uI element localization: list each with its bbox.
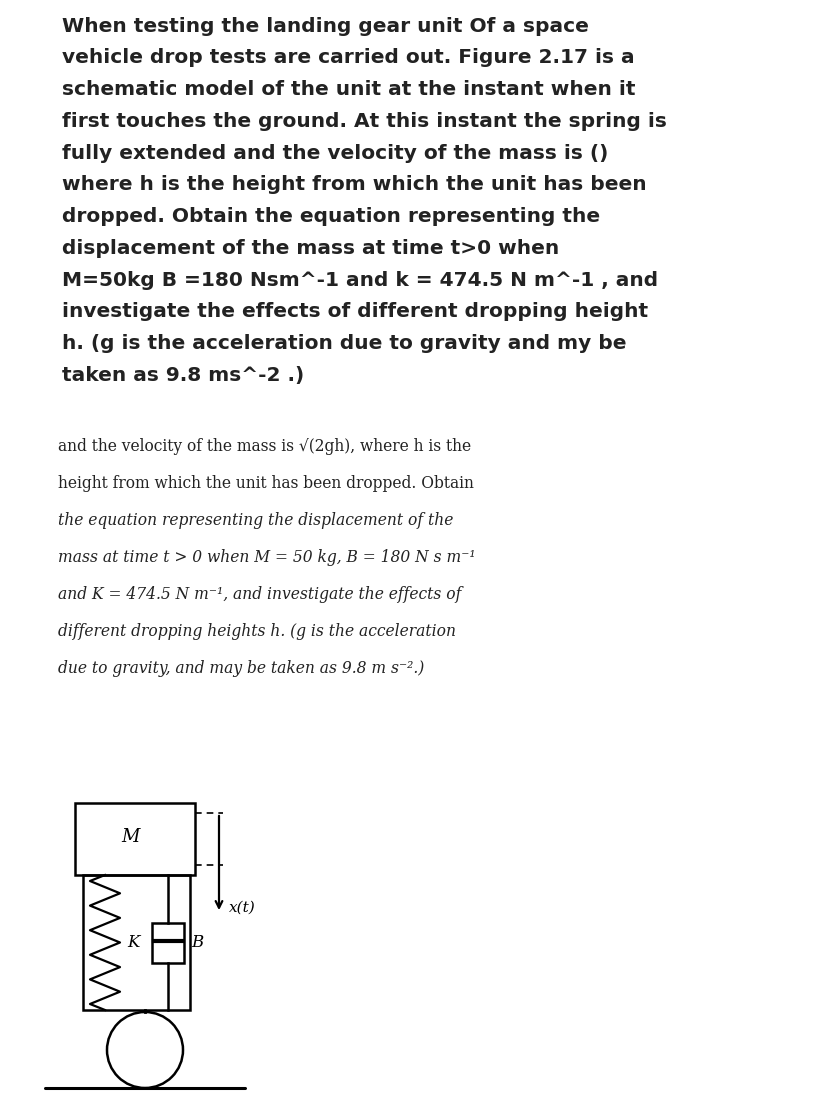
- Text: vehicle drop tests are carried out. Figure 2.17 is a: vehicle drop tests are carried out. Figu…: [62, 48, 634, 67]
- Text: due to gravity, and may be taken as 9.8 m s⁻².): due to gravity, and may be taken as 9.8 …: [58, 660, 423, 676]
- Text: first touches the ground. At this instant the spring is: first touches the ground. At this instan…: [62, 112, 667, 131]
- Bar: [75, 803, 195, 874]
- Bar: [83, 874, 189, 1010]
- Text: K: K: [127, 934, 139, 952]
- Text: different dropping heights h. (g is the acceleration: different dropping heights h. (g is the …: [58, 623, 456, 640]
- Text: fully extended and the velocity of the mass is (): fully extended and the velocity of the m…: [62, 143, 608, 163]
- Text: investigate the effects of different dropping height: investigate the effects of different dro…: [62, 302, 648, 321]
- Text: mass at time t > 0 when M = 50 kg, B = 180 N s m⁻¹: mass at time t > 0 when M = 50 kg, B = 1…: [58, 549, 475, 566]
- Text: where h is the height from which the unit has been: where h is the height from which the uni…: [62, 175, 646, 195]
- Text: When testing the landing gear unit Of a space: When testing the landing gear unit Of a …: [62, 16, 588, 35]
- Text: x(t): x(t): [229, 901, 256, 915]
- Text: and K = 474.5 N m⁻¹, and investigate the effects of: and K = 474.5 N m⁻¹, and investigate the…: [58, 586, 461, 603]
- Text: the equation representing the displacement of the: the equation representing the displaceme…: [58, 512, 453, 529]
- Text: M=50kg B =180 Nsm^-1 and k = 474.5 N m^-1 , and: M=50kg B =180 Nsm^-1 and k = 474.5 N m^-…: [62, 271, 657, 289]
- Text: taken as 9.8 ms^-2 .): taken as 9.8 ms^-2 .): [62, 366, 304, 385]
- Text: dropped. Obtain the equation representing the: dropped. Obtain the equation representin…: [62, 207, 600, 227]
- Text: h. (g is the acceleration due to gravity and my be: h. (g is the acceleration due to gravity…: [62, 334, 626, 353]
- Bar: [152, 923, 184, 962]
- Text: M: M: [121, 828, 139, 846]
- Text: and the velocity of the mass is √(2gh), where h is the: and the velocity of the mass is √(2gh), …: [58, 438, 471, 455]
- Text: schematic model of the unit at the instant when it: schematic model of the unit at the insta…: [62, 80, 635, 99]
- Text: height from which the unit has been dropped. Obtain: height from which the unit has been drop…: [58, 475, 473, 492]
- Text: B: B: [191, 934, 203, 952]
- Text: displacement of the mass at time t>0 when: displacement of the mass at time t>0 whe…: [62, 239, 559, 257]
